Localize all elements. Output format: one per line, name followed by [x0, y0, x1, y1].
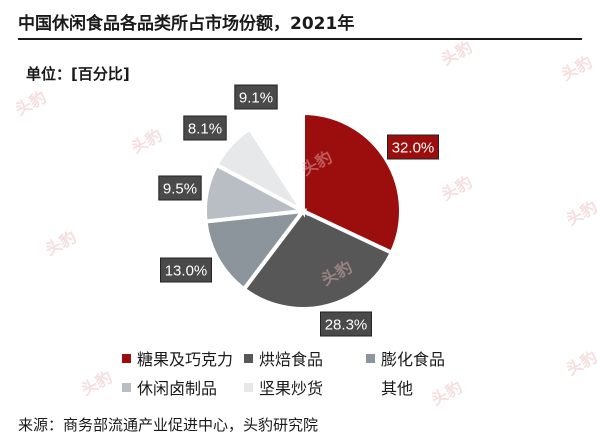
legend-swatch [122, 353, 131, 363]
legend-label: 坚果炒货 [259, 379, 324, 398]
data-label-text: 28.3% [325, 317, 368, 334]
legend-swatch [366, 353, 375, 363]
legend-label: 膨化食品 [381, 350, 446, 369]
unit-label: 单位：[百分比] [26, 65, 130, 83]
pie-slice-bakery [241, 208, 395, 311]
data-label-text: 8.1% [188, 121, 222, 138]
legend-item-candy-chocolate: 糖果及巧克力 [122, 346, 233, 370]
data-label-candy-chocolate: 32.0% [387, 134, 439, 160]
data-label-bakery: 28.3% [320, 311, 372, 337]
legend-item-nuts-roasted: 坚果炒货 [244, 375, 323, 399]
data-label-puffed-food: 13.0% [160, 257, 212, 283]
data-label-other: 9.1% [234, 84, 278, 110]
pie-slice-candy-chocolate [301, 110, 403, 256]
legend-label: 烘焙食品 [259, 350, 324, 369]
chart-title: 中国休闲食品各品类所占市场份额，2021年 [18, 14, 355, 34]
legend-label: 其他 [381, 379, 414, 398]
legend-item-braised-snacks: 休闲卤制品 [122, 375, 217, 399]
data-label-braised-snacks: 9.5% [158, 175, 202, 201]
data-label-text: 32.0% [392, 140, 435, 157]
legend-swatch [366, 382, 375, 392]
data-label-text: 9.5% [163, 181, 197, 198]
legend-swatch [122, 382, 131, 392]
legend-swatch [244, 382, 253, 392]
legend-item-other: 其他 [366, 375, 413, 399]
data-label-text: 9.1% [239, 90, 273, 107]
pie-slice-other [247, 110, 305, 218]
title-divider [18, 38, 582, 40]
data-label-nuts-roasted: 8.1% [183, 115, 227, 141]
legend-label: 糖果及巧克力 [137, 350, 234, 369]
source-note: 来源：商务部流通产业促进中心，头豹研究院 [18, 416, 319, 434]
legend-item-bakery: 烘焙食品 [244, 346, 323, 370]
legend-label: 休闲卤制品 [137, 379, 218, 398]
legend-item-puffed-food: 膨化食品 [366, 346, 445, 370]
legend-swatch [244, 353, 253, 363]
data-label-text: 13.0% [165, 263, 208, 280]
pie-slice-puffed-food [203, 208, 308, 292]
